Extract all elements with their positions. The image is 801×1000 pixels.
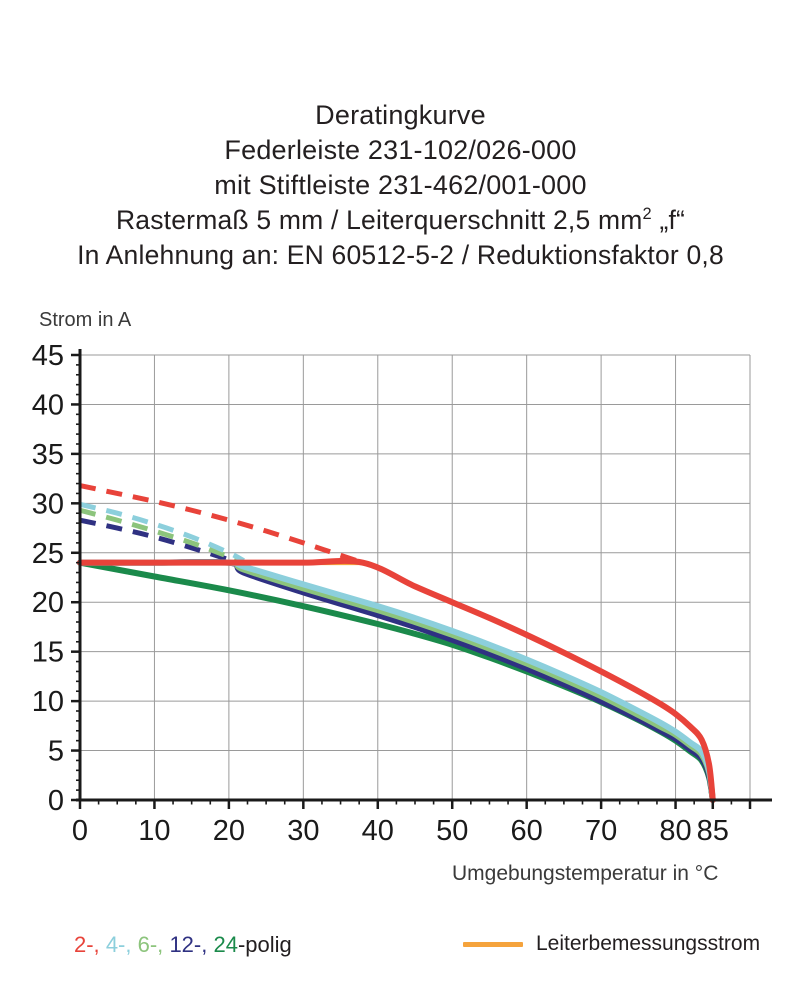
y-axis-title: Strom in A — [39, 309, 132, 331]
tick-labels: 0 5 10 15 20 25 30 35 40 45 0 10 20 30 40 50 60 70 80 85 — [32, 340, 729, 847]
legend-pole-5: 24 — [213, 932, 238, 957]
y-tick-label-0: 0 — [48, 785, 64, 817]
title-line-5: In Anlehnung an: EN 60512-5-2 / Reduktio… — [77, 240, 724, 270]
y-tick-label-40: 40 — [32, 389, 64, 421]
y-tick-label-10: 10 — [32, 686, 64, 718]
title-line-1: Deratingkurve — [315, 100, 486, 130]
x-tick-label-10: 10 — [138, 815, 170, 847]
x-tick-label-20: 20 — [213, 815, 245, 847]
y-tick-label-35: 35 — [32, 439, 64, 471]
y-tick-label-5: 5 — [48, 736, 64, 768]
title-line-2: Federleiste 231-102/026-000 — [224, 135, 577, 165]
series-dashed-6-polig — [79, 507, 245, 566]
data-series — [77, 483, 716, 803]
series-dashed-12-polig — [79, 517, 245, 568]
x-tick-label-30: 30 — [287, 815, 319, 847]
series-solid-4-polig — [77, 559, 716, 803]
series-solid-2-polig — [77, 557, 716, 803]
title-line-4-pre: Rastermaß 5 mm / Leiterquerschnitt 2,5 m… — [115, 205, 643, 235]
x-tick-label-60: 60 — [511, 815, 543, 847]
derating-plot: 0 5 10 15 20 25 30 35 40 45 0 10 20 30 40 50 60 70 80 85 — [32, 340, 772, 847]
legend-poles-suffix: -polig — [237, 932, 292, 957]
legend-pole-4: 12-, — [169, 932, 208, 957]
legend-line-swatch-icon — [463, 941, 523, 947]
legend-pole-2: 4-, — [105, 932, 132, 957]
x-tick-label-0: 0 — [72, 815, 88, 847]
chart-area: 0 5 10 15 20 25 30 35 40 45 0 10 20 30 40 50 60 70 80 85 — [0, 330, 801, 850]
axes — [71, 349, 772, 809]
x-tick-label-80: 80 — [659, 815, 691, 847]
x-tick-label-50: 50 — [436, 815, 468, 847]
x-axis-title: Umgebungstemperatur in °C — [452, 862, 719, 885]
legend-pole-3: 6-, — [137, 932, 164, 957]
y-tick-label-15: 15 — [32, 637, 64, 669]
x-tick-label-70: 70 — [585, 815, 617, 847]
series-dashed-2-polig — [79, 483, 364, 566]
x-tick-label-40: 40 — [362, 815, 394, 847]
series-dashed-4-polig — [79, 501, 245, 563]
x-tick-label-85: 85 — [697, 815, 729, 847]
y-tick-label-25: 25 — [32, 538, 64, 570]
legend-rated-current-entry: Leiterbemessungsstrom — [463, 932, 760, 956]
title-line-4-superscript: 2 — [642, 205, 652, 224]
chart-legend: 2-, 4-, 6-, 12-, 24-polig Leiterbemessun… — [0, 932, 801, 974]
gridlines — [80, 354, 751, 800]
title-line-4-post: „f“ — [651, 205, 686, 235]
legend-pole-1: 2-, — [74, 932, 100, 957]
y-tick-label-30: 30 — [32, 488, 64, 520]
y-tick-label-45: 45 — [32, 340, 64, 372]
chart-title-block: Deratingkurve Federleiste 231-102/026-00… — [0, 98, 801, 273]
title-line-4: Rastermaß 5 mm / Leiterquerschnitt 2,5 m… — [0, 203, 801, 238]
legend-rated-current-label: Leiterbemessungsstrom — [536, 932, 761, 955]
legend-poles-entry: 2-, 4-, 6-, 12-, 24-polig — [74, 932, 292, 958]
title-line-3: mit Stiftleiste 231-462/001-000 — [214, 170, 587, 200]
y-tick-label-20: 20 — [32, 587, 64, 619]
